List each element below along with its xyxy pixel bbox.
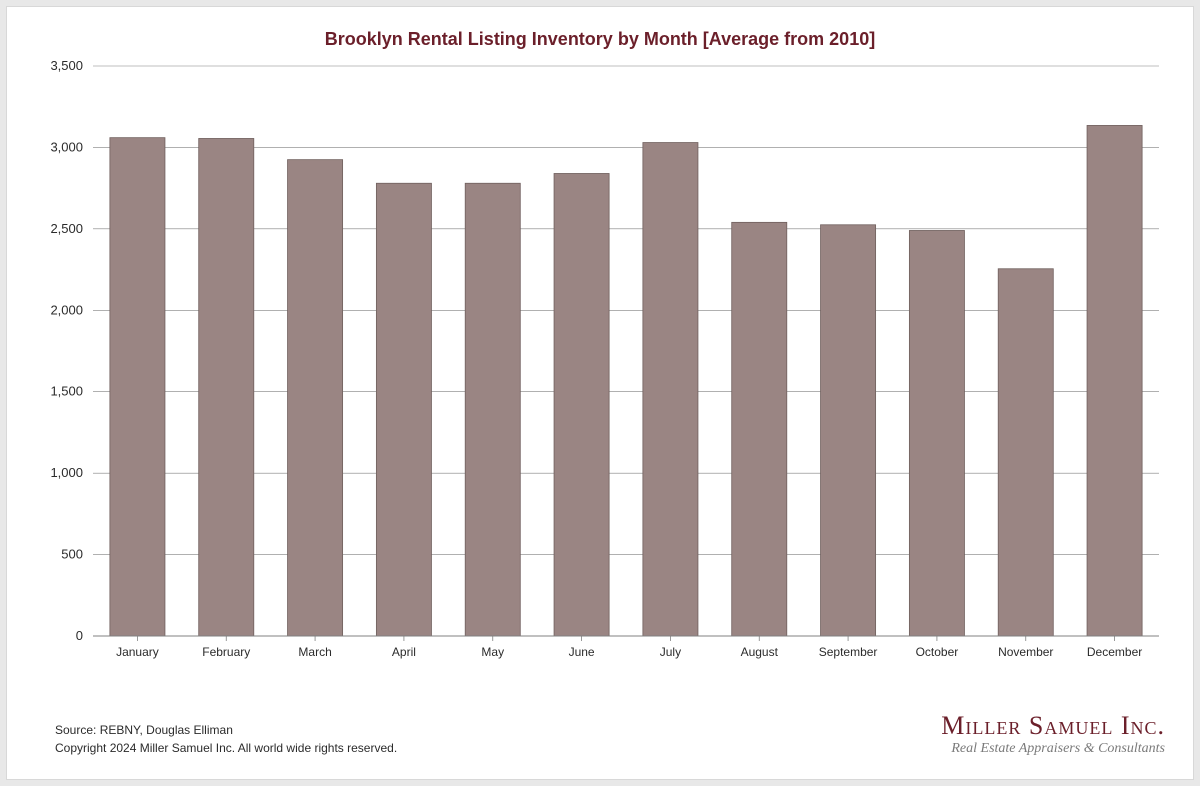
y-tick-label: 1,000 — [50, 465, 83, 480]
x-tick-label: October — [916, 645, 959, 659]
x-tick-label: July — [660, 645, 681, 659]
y-tick-label: 1,500 — [50, 384, 83, 399]
chart-title: Brooklyn Rental Listing Inventory by Mon… — [35, 29, 1165, 50]
brand-tagline: Real Estate Appraisers & Consultants — [941, 741, 1165, 757]
x-tick-label: August — [741, 645, 779, 659]
x-tick-label: March — [298, 645, 331, 659]
footer: Source: REBNY, Douglas Elliman Copyright… — [55, 711, 1165, 757]
bar — [1087, 125, 1142, 636]
x-tick-label: November — [998, 645, 1053, 659]
x-tick-label: December — [1087, 645, 1142, 659]
source-line: Source: REBNY, Douglas Elliman — [55, 721, 397, 739]
bar — [199, 138, 254, 636]
x-tick-label: February — [202, 645, 250, 659]
brand-name: Miller Samuel Inc. — [941, 711, 1165, 741]
brand-block: Miller Samuel Inc. Real Estate Appraiser… — [941, 711, 1165, 757]
bar — [909, 230, 964, 636]
bar — [643, 143, 698, 636]
copyright-line: Copyright 2024 Miller Samuel Inc. All wo… — [55, 739, 397, 757]
chart-area: 0 500 1,000 1,500 2,000 2,500 3,000 3,500 Januar… — [35, 60, 1165, 668]
bar — [821, 225, 876, 636]
y-tick-label: 0 — [76, 628, 83, 643]
y-tick-label: 500 — [61, 547, 83, 562]
y-tick-label: 3,500 — [50, 60, 83, 73]
y-tick-label: 2,000 — [50, 302, 83, 317]
y-tick-label: 3,000 — [50, 139, 83, 154]
y-tick-label: 2,500 — [50, 221, 83, 236]
bar — [376, 183, 431, 636]
page-outer: Brooklyn Rental Listing Inventory by Mon… — [0, 0, 1200, 786]
x-tick-label: May — [481, 645, 504, 659]
x-tick-label: April — [392, 645, 416, 659]
bar — [554, 173, 609, 636]
bar — [465, 183, 520, 636]
bar — [998, 269, 1053, 636]
bar-chart-svg: 0 500 1,000 1,500 2,000 2,500 3,000 3,500 Januar… — [35, 60, 1163, 668]
source-block: Source: REBNY, Douglas Elliman Copyright… — [55, 721, 397, 757]
x-tick-label: June — [569, 645, 595, 659]
chart-panel: Brooklyn Rental Listing Inventory by Mon… — [6, 6, 1194, 780]
bar — [110, 138, 165, 636]
bar — [732, 222, 787, 636]
bar — [288, 160, 343, 636]
x-tick-label: September — [819, 645, 878, 659]
x-tick-label: January — [116, 645, 159, 659]
